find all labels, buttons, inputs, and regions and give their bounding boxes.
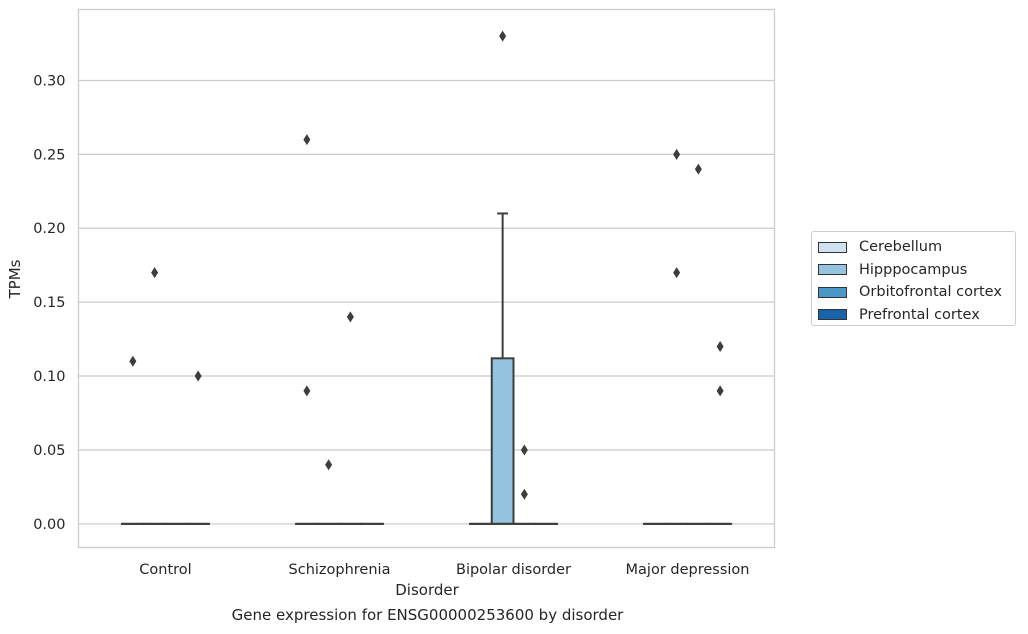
outliers — [129, 30, 724, 500]
outlier-point — [694, 163, 702, 175]
legend-item: Hipppocampus — [818, 259, 1015, 282]
x-axis-label: Disorder — [395, 581, 459, 599]
y-tick-label: 0.10 — [33, 369, 65, 385]
legend-label: Cerebellum — [859, 239, 943, 256]
y-axis-label: TPMs — [6, 259, 24, 299]
chart-caption: Gene expression for ENSG00000253600 by d… — [231, 606, 624, 624]
y-tick-label: 0.15 — [33, 295, 65, 311]
box-body — [490, 357, 515, 525]
y-tick-label: 0.30 — [33, 73, 65, 89]
legend-label: Hipppocampus — [859, 261, 968, 278]
outlier-point — [520, 444, 528, 456]
legend-label: Prefrontal cortex — [859, 306, 980, 323]
y-tick-label: 0.25 — [33, 147, 65, 163]
legend-swatch — [818, 264, 847, 276]
outlier-point — [346, 311, 354, 323]
legend-item: Cerebellum — [818, 236, 1015, 259]
plot-frame — [77, 8, 776, 549]
outlier-point — [325, 459, 333, 471]
x-tick-label: Control — [139, 562, 191, 578]
outlier-point — [303, 134, 311, 146]
outlier-point — [716, 340, 724, 352]
outlier-point — [303, 385, 311, 397]
gridlines — [78, 79, 775, 525]
x-tick-label: Major depression — [626, 562, 750, 578]
box — [490, 212, 515, 525]
legend-item: Orbitofrontal cortex — [818, 281, 1015, 304]
outlier-point — [499, 30, 507, 42]
outlier-point — [520, 488, 528, 500]
y-tick-label: 0.20 — [33, 221, 65, 237]
legend-swatch — [818, 309, 847, 321]
legend-swatch — [818, 286, 847, 298]
y-tick-label: 0.00 — [33, 517, 65, 533]
y-tick-label: 0.05 — [33, 443, 65, 459]
legend-label: Orbitofrontal cortex — [859, 284, 1002, 301]
x-tick-label: Schizophrenia — [289, 562, 391, 578]
boxes — [121, 212, 732, 525]
outlier-point — [716, 385, 724, 397]
x-tick-label: Bipolar disorder — [456, 562, 571, 578]
outlier-point — [129, 355, 137, 367]
legend-item: Prefrontal cortex — [818, 304, 1015, 327]
outlier-point — [194, 370, 202, 382]
outlier-point — [673, 148, 681, 160]
y-tick-labels: 0.00 0.05 0.10 0.15 0.20 0.25 0.30 — [33, 73, 65, 532]
outlier-point — [151, 267, 159, 279]
legend: Cerebellum Hipppocampus Orbitofrontal cort… — [811, 231, 1016, 326]
outlier-point — [673, 267, 681, 279]
legend-swatch — [818, 241, 847, 253]
x-tick-labels: Control Schizophrenia Bipolar disorder Majo… — [139, 562, 749, 578]
